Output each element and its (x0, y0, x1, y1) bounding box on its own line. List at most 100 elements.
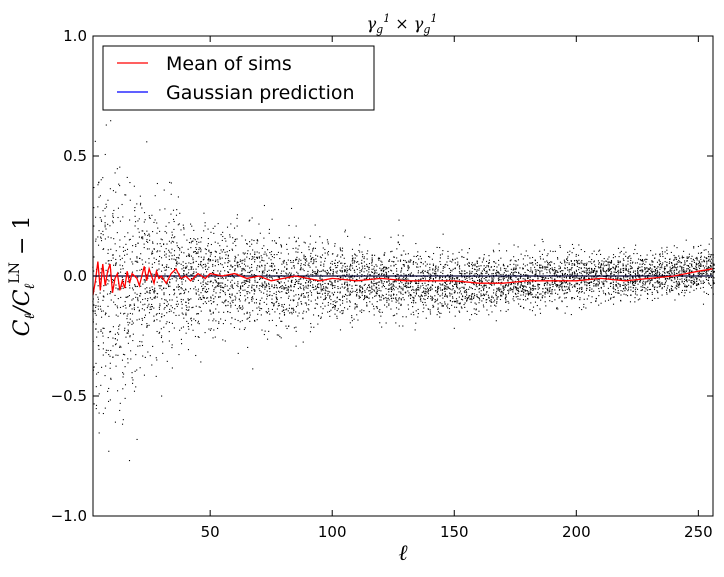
scatter-point (175, 272, 177, 274)
scatter-point (202, 267, 204, 269)
scatter-point (119, 246, 121, 248)
scatter-point (156, 182, 158, 185)
scatter-point (100, 384, 102, 386)
scatter-point (320, 278, 322, 280)
scatter-point (231, 248, 233, 250)
scatter-point (386, 273, 388, 275)
scatter-point (644, 287, 646, 289)
scatter-point (500, 284, 502, 286)
scatter-point (440, 289, 442, 291)
scatter-point (576, 273, 578, 275)
scatter-point (137, 220, 139, 222)
scatter-point (627, 270, 629, 273)
scatter-point (524, 295, 526, 297)
scatter-point (285, 292, 287, 294)
scatter-point (522, 294, 524, 296)
scatter-point (234, 238, 237, 240)
scatter-point (496, 297, 498, 299)
scatter-point (142, 263, 144, 265)
scatter-point (249, 219, 251, 221)
scatter-point (324, 252, 326, 254)
scatter-point (513, 263, 515, 265)
scatter-point (532, 287, 534, 289)
scatter-point (614, 267, 616, 270)
scatter-point (492, 249, 494, 251)
scatter-point (253, 256, 255, 258)
scatter-point (507, 285, 510, 287)
scatter-point (524, 282, 526, 284)
scatter-point (471, 277, 473, 279)
scatter-point (574, 272, 576, 274)
scatter-point (554, 267, 556, 269)
scatter-point (156, 222, 158, 224)
scatter-point (206, 271, 208, 273)
scatter-point (195, 248, 198, 250)
scatter-point (565, 276, 567, 278)
scatter-point (591, 296, 593, 298)
scatter-point (336, 270, 338, 272)
scatter-point (254, 279, 256, 281)
scatter-point (363, 298, 366, 300)
scatter-point (266, 290, 268, 292)
scatter-point (171, 347, 173, 349)
scatter-point (549, 264, 551, 266)
scatter-point (334, 300, 336, 302)
scatter-point (143, 374, 145, 376)
scatter-point (267, 249, 269, 251)
scatter-point (203, 230, 205, 232)
scatter-point (383, 281, 385, 283)
scatter-point (186, 320, 188, 322)
scatter-point (199, 264, 201, 266)
scatter-point (496, 301, 498, 303)
scatter-point (440, 284, 442, 286)
scatter-point (208, 300, 210, 302)
scatter-point (349, 266, 351, 268)
scatter-point (293, 286, 295, 288)
scatter-point (271, 302, 273, 304)
scatter-point (443, 288, 445, 290)
scatter-point (548, 262, 551, 264)
scatter-point (286, 268, 288, 270)
scatter-point (281, 263, 283, 265)
scatter-point (180, 287, 182, 289)
scatter-point (481, 280, 483, 282)
scatter-point (135, 386, 137, 388)
scatter-point (148, 262, 150, 264)
scatter-point (119, 324, 121, 326)
scatter-point (382, 295, 384, 297)
scatter-point (334, 305, 336, 307)
scatter-point (329, 291, 331, 293)
scatter-point (509, 288, 511, 290)
scatter-point (168, 321, 170, 323)
scatter-point (143, 247, 145, 249)
scatter-point (303, 256, 305, 258)
scatter-point (448, 311, 451, 313)
scatter-point (407, 253, 409, 255)
scatter-point (453, 283, 456, 285)
scatter-point (410, 313, 412, 315)
scatter-point (642, 262, 644, 264)
scatter-point (94, 312, 96, 314)
scatter-point (344, 271, 346, 273)
scatter-point (256, 269, 258, 271)
scatter-point (141, 236, 143, 238)
scatter-point (598, 263, 600, 265)
scatter-point (176, 242, 178, 244)
scatter-point (280, 320, 282, 322)
scatter-point (447, 255, 449, 257)
scatter-point (161, 395, 163, 397)
scatter-point (376, 282, 378, 284)
scatter-point (488, 279, 490, 281)
scatter-point (135, 296, 137, 298)
scatter-point (129, 238, 131, 240)
scatter-point (485, 260, 488, 262)
scatter-point (237, 265, 239, 267)
scatter-point (396, 268, 398, 270)
scatter-point (433, 252, 435, 255)
scatter-point (214, 256, 216, 258)
scatter-point (93, 256, 95, 258)
scatter-point (456, 282, 458, 284)
scatter-point (280, 245, 283, 247)
scatter-point (282, 286, 284, 288)
scatter-point (302, 293, 304, 295)
